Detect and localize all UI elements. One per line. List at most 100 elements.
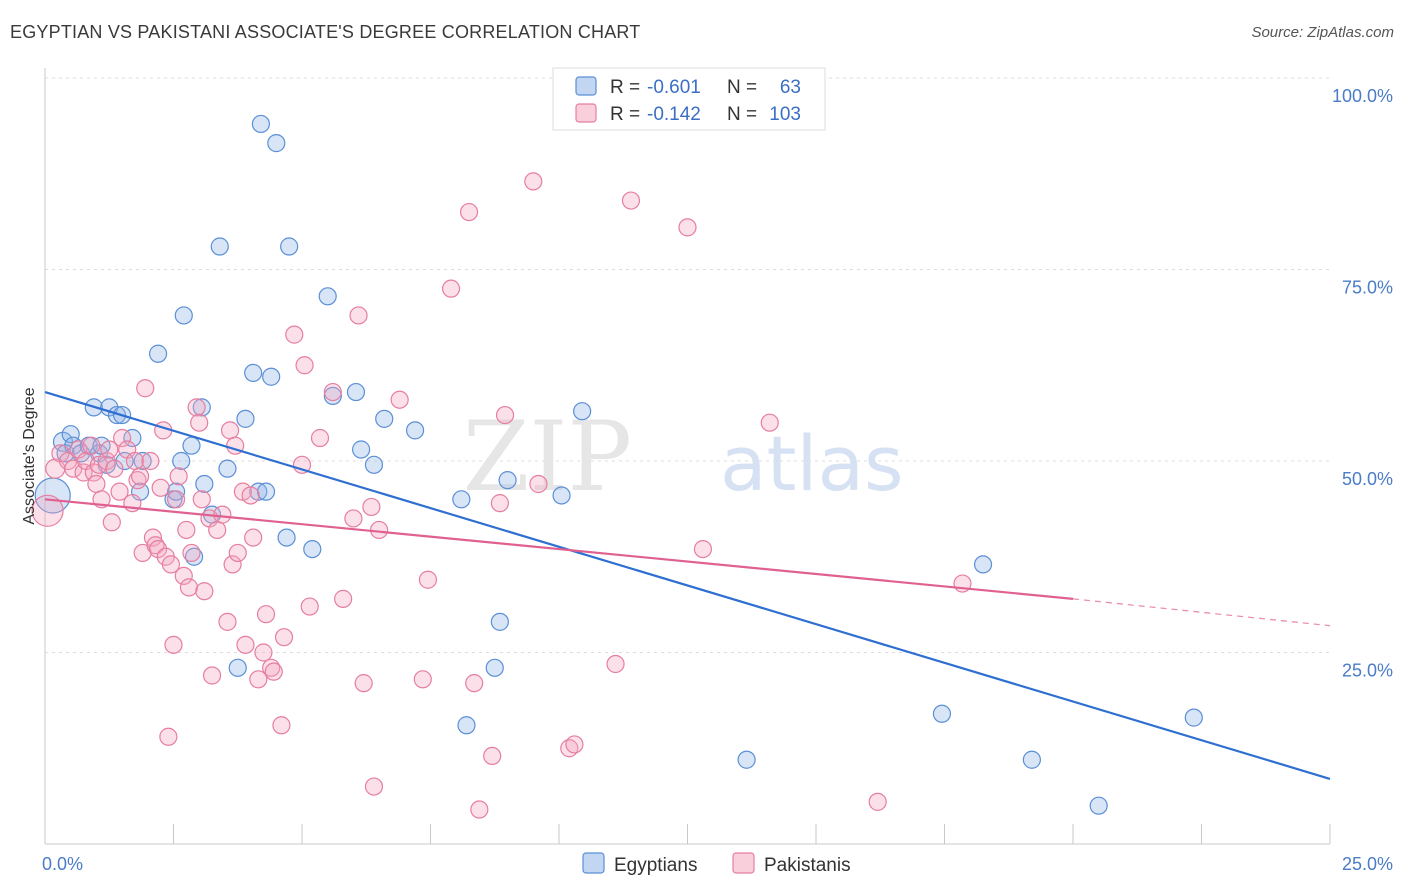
point-egyptians xyxy=(228,658,247,677)
point-pakistanis xyxy=(74,463,93,482)
point-egyptians xyxy=(318,287,337,306)
point-pakistanis xyxy=(112,428,132,448)
series-legend-label-egyptians: Egyptians xyxy=(614,855,697,876)
tick-labels: 25.0% 50.0% 75.0% 100.0% 0.0% 25.0% xyxy=(42,86,1393,874)
point-egyptians xyxy=(405,421,425,440)
point-pakistanis xyxy=(349,306,368,325)
point-pakistanis xyxy=(678,218,697,237)
point-pakistanis xyxy=(249,670,268,689)
point-pakistanis xyxy=(285,325,304,344)
point-egyptians xyxy=(192,398,211,417)
point-pakistanis xyxy=(490,494,509,513)
point-pakistanis xyxy=(565,735,584,754)
legend-r-label-1: R = xyxy=(610,77,640,98)
y-tick-label: 50.0% xyxy=(1342,469,1393,489)
point-pakistanis xyxy=(169,467,188,486)
point-egyptians xyxy=(256,482,276,501)
y-tick-label: 25.0% xyxy=(1342,661,1393,681)
point-pakistanis xyxy=(182,543,201,563)
point-pakistanis xyxy=(208,520,227,540)
source-label: Source: ZipAtlas.com xyxy=(1251,24,1394,41)
point-pakistanis xyxy=(459,202,479,222)
chart-title: EGYPTIAN VS PAKISTANI ASSOCIATE'S DEGREE… xyxy=(10,22,641,42)
point-egyptians xyxy=(195,474,214,494)
series-legend-label-pakistanis: Pakistanis xyxy=(764,855,851,876)
point-pakistanis xyxy=(254,643,273,662)
point-pakistanis xyxy=(195,582,214,601)
point-pakistanis xyxy=(295,356,314,375)
legend-swatch-pakistanis xyxy=(575,103,597,123)
watermark: ZIP atlas xyxy=(463,401,904,513)
point-egyptians xyxy=(352,440,371,459)
point-egyptians xyxy=(364,455,384,474)
point-egyptians xyxy=(262,367,281,386)
point-pakistanis xyxy=(187,398,206,417)
point-egyptians xyxy=(552,486,571,505)
point-pakistanis xyxy=(868,792,887,811)
point-egyptians xyxy=(346,382,366,402)
legend-swatch-egyptians xyxy=(575,76,597,96)
point-pakistanis xyxy=(87,474,106,494)
point-pakistanis xyxy=(621,191,641,210)
x-tick-label: 25.0% xyxy=(1342,854,1393,874)
trend-line-egyptians xyxy=(44,391,1331,780)
point-pakistanis xyxy=(274,628,294,647)
point-pakistanis xyxy=(693,539,713,559)
point-egyptians xyxy=(490,612,509,631)
point-egyptians xyxy=(277,528,296,547)
point-pakistanis xyxy=(82,436,101,455)
point-egyptians xyxy=(236,409,255,428)
point-egyptians xyxy=(133,451,152,471)
legend-n-value-1: 63 xyxy=(780,77,801,98)
point-egyptians xyxy=(323,386,342,405)
x-tick-label: 0.0% xyxy=(42,854,83,874)
point-pakistanis xyxy=(141,451,160,471)
point-pakistanis xyxy=(97,451,116,471)
point-pakistanis xyxy=(161,555,181,574)
point-egyptians xyxy=(973,555,993,574)
trend-line-pakistanis xyxy=(44,498,1074,600)
trend-extension-pakistanis xyxy=(1072,598,1331,627)
point-pakistanis xyxy=(606,654,625,674)
point-pakistanis xyxy=(130,467,150,486)
legend-r-value-2: -0.142 xyxy=(647,104,701,125)
point-egyptians xyxy=(1022,750,1041,769)
point-egyptians xyxy=(123,428,142,448)
point-pakistanis xyxy=(100,440,119,459)
point-pakistanis xyxy=(228,543,247,563)
legend-r-value-1: -0.601 xyxy=(647,77,701,98)
point-pakistanis xyxy=(441,279,461,298)
legend-n-value-2: 103 xyxy=(769,104,801,125)
stats-legend: R = -0.601 N = 63 R = -0.142 N = 103 xyxy=(552,67,826,131)
point-egyptians xyxy=(375,409,394,428)
point-pakistanis xyxy=(241,486,260,505)
point-pakistanis xyxy=(413,670,432,689)
point-pakistanis xyxy=(136,379,155,398)
point-egyptians xyxy=(573,402,592,421)
point-pakistanis xyxy=(192,490,211,509)
point-pakistanis xyxy=(105,459,124,478)
point-egyptians xyxy=(107,405,127,425)
axes xyxy=(44,68,1331,845)
point-egyptians xyxy=(498,471,517,490)
point-pakistanis xyxy=(465,674,484,693)
point-egyptians xyxy=(485,658,504,677)
point-egyptians xyxy=(218,459,237,478)
point-egyptians xyxy=(182,436,201,455)
legend-r-label-2: R = xyxy=(610,104,640,125)
point-pakistanis xyxy=(334,589,353,608)
series-legend-swatch-pakistanis xyxy=(732,852,755,874)
y-tick-label: 100.0% xyxy=(1332,86,1393,106)
series-legend-swatch-egyptians xyxy=(582,852,605,874)
point-pakistanis xyxy=(344,509,363,528)
y-axis-label: Associate's Degree xyxy=(21,387,38,524)
point-pakistanis xyxy=(177,520,196,540)
point-pakistanis xyxy=(151,478,170,497)
point-pakistanis xyxy=(529,474,548,494)
point-pakistanis xyxy=(110,482,129,501)
points-layer xyxy=(31,114,1203,819)
point-pakistanis xyxy=(364,777,384,796)
point-pakistanis xyxy=(470,800,489,819)
y-tick-label: 75.0% xyxy=(1342,278,1393,298)
